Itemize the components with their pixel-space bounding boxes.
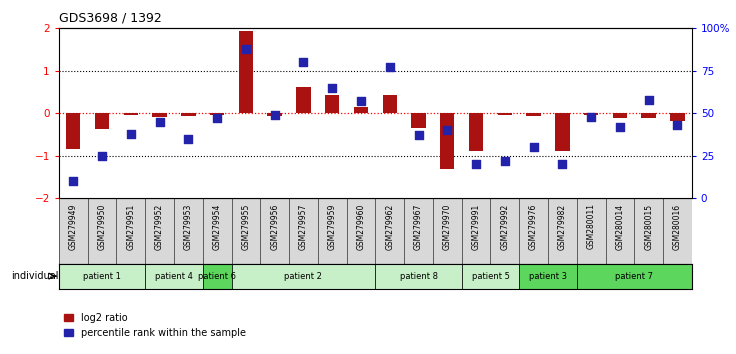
Bar <box>440 113 454 169</box>
Point <box>671 122 683 128</box>
Bar <box>612 113 627 118</box>
Bar <box>152 113 167 117</box>
Point <box>470 161 482 167</box>
Bar <box>577 264 692 289</box>
Text: GSM280014: GSM280014 <box>615 204 624 250</box>
Text: patient 1: patient 1 <box>83 272 121 281</box>
Bar <box>181 113 196 116</box>
Text: patient 8: patient 8 <box>400 272 437 281</box>
Text: patient 4: patient 4 <box>155 272 193 281</box>
Text: GSM279950: GSM279950 <box>98 204 107 250</box>
Point <box>614 124 626 130</box>
Text: GSM279959: GSM279959 <box>328 204 336 250</box>
Text: GSM279953: GSM279953 <box>184 204 193 250</box>
Bar <box>95 113 109 130</box>
Text: GSM279951: GSM279951 <box>127 204 135 250</box>
Bar <box>59 264 145 289</box>
Text: GSM279949: GSM279949 <box>68 204 78 250</box>
Point <box>585 114 597 120</box>
Bar <box>375 264 461 289</box>
Point <box>183 136 194 142</box>
Text: GSM280015: GSM280015 <box>644 204 653 250</box>
Point <box>240 46 252 52</box>
Text: patient 3: patient 3 <box>529 272 567 281</box>
Bar <box>670 113 684 120</box>
Point <box>96 153 108 159</box>
Point <box>442 127 453 133</box>
Point <box>297 59 309 65</box>
Bar <box>461 264 519 289</box>
Text: patient 2: patient 2 <box>285 272 322 281</box>
Point <box>556 161 568 167</box>
Text: GSM279982: GSM279982 <box>558 204 567 250</box>
Point <box>125 131 137 137</box>
Bar <box>469 113 484 151</box>
Bar <box>354 107 368 113</box>
Bar <box>124 113 138 115</box>
Text: individual: individual <box>11 271 58 281</box>
Bar <box>66 113 80 149</box>
Bar <box>526 113 541 116</box>
Text: GDS3698 / 1392: GDS3698 / 1392 <box>59 12 162 25</box>
Text: GSM279954: GSM279954 <box>213 204 222 250</box>
Point <box>211 115 223 121</box>
Text: GSM279956: GSM279956 <box>270 204 279 250</box>
Point <box>68 178 79 184</box>
Point <box>413 132 425 138</box>
Text: GSM279970: GSM279970 <box>443 204 452 250</box>
Text: GSM279992: GSM279992 <box>500 204 509 250</box>
Text: GSM280011: GSM280011 <box>587 204 595 250</box>
Point <box>269 112 280 118</box>
Bar <box>210 113 224 115</box>
Text: GSM280016: GSM280016 <box>673 204 682 250</box>
Text: GSM279962: GSM279962 <box>385 204 394 250</box>
Text: GSM279967: GSM279967 <box>414 204 423 250</box>
Bar <box>296 87 311 113</box>
Text: patient 5: patient 5 <box>472 272 509 281</box>
Point <box>643 97 654 103</box>
Bar <box>325 96 339 113</box>
Text: GSM279960: GSM279960 <box>356 204 366 250</box>
Bar <box>411 113 425 128</box>
Text: GSM279955: GSM279955 <box>241 204 250 250</box>
Point <box>355 98 367 104</box>
Bar <box>519 264 577 289</box>
Bar <box>642 113 656 118</box>
Bar <box>584 113 598 115</box>
Bar <box>383 95 397 113</box>
Text: GSM279957: GSM279957 <box>299 204 308 250</box>
Text: patient 7: patient 7 <box>615 272 654 281</box>
Bar <box>238 31 253 113</box>
Point <box>326 85 338 91</box>
Text: GSM279952: GSM279952 <box>155 204 164 250</box>
Bar <box>555 113 570 151</box>
Bar <box>267 113 282 116</box>
Text: GSM279976: GSM279976 <box>529 204 538 250</box>
Bar <box>202 264 232 289</box>
Point <box>499 158 511 164</box>
Legend: log2 ratio, percentile rank within the sample: log2 ratio, percentile rank within the s… <box>64 313 247 338</box>
Bar <box>145 264 202 289</box>
Point <box>528 144 539 150</box>
Text: patient 6: patient 6 <box>198 272 236 281</box>
Point <box>384 64 396 70</box>
Point <box>154 119 166 125</box>
Bar <box>232 264 375 289</box>
Bar <box>498 113 512 115</box>
Text: GSM279991: GSM279991 <box>472 204 481 250</box>
